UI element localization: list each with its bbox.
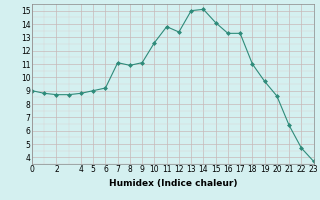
X-axis label: Humidex (Indice chaleur): Humidex (Indice chaleur) [108,179,237,188]
